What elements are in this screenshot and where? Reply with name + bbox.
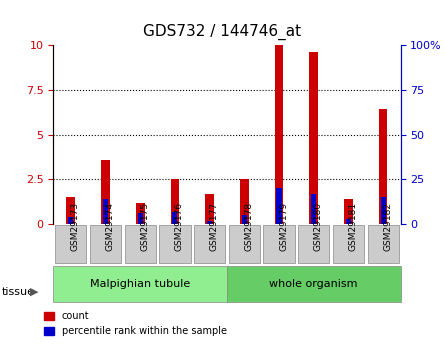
Text: GSM29177: GSM29177 <box>210 202 218 251</box>
Bar <box>66 197 75 224</box>
Bar <box>101 160 110 224</box>
FancyBboxPatch shape <box>229 225 260 263</box>
Text: GSM29173: GSM29173 <box>71 202 80 251</box>
FancyBboxPatch shape <box>159 225 190 263</box>
FancyBboxPatch shape <box>53 266 227 302</box>
Text: GSM29178: GSM29178 <box>244 202 253 251</box>
Bar <box>138 214 143 224</box>
FancyBboxPatch shape <box>90 225 121 263</box>
Text: GDS732 / 144746_at: GDS732 / 144746_at <box>143 24 302 40</box>
Text: ▶: ▶ <box>30 287 39 296</box>
Text: GSM29181: GSM29181 <box>348 202 357 251</box>
Bar <box>207 221 212 224</box>
Bar <box>311 194 316 224</box>
FancyBboxPatch shape <box>55 225 86 263</box>
Bar <box>275 45 283 224</box>
Bar <box>276 188 282 224</box>
Bar <box>240 179 249 224</box>
Text: Malpighian tubule: Malpighian tubule <box>90 279 190 289</box>
FancyBboxPatch shape <box>368 225 399 263</box>
Text: tissue: tissue <box>2 287 35 296</box>
Text: GSM29179: GSM29179 <box>279 202 288 251</box>
Text: whole organism: whole organism <box>270 279 358 289</box>
Bar <box>205 194 214 224</box>
FancyBboxPatch shape <box>125 225 156 263</box>
Bar <box>309 52 318 224</box>
Text: GSM29182: GSM29182 <box>383 202 392 251</box>
Bar <box>136 203 145 224</box>
Bar <box>346 219 351 224</box>
FancyBboxPatch shape <box>333 225 364 263</box>
FancyBboxPatch shape <box>263 225 295 263</box>
FancyBboxPatch shape <box>194 225 225 263</box>
Bar <box>379 109 388 224</box>
Text: GSM29176: GSM29176 <box>175 202 184 251</box>
Bar <box>103 199 108 224</box>
Text: GSM29174: GSM29174 <box>105 202 114 251</box>
Text: GSM29180: GSM29180 <box>314 202 323 251</box>
Bar <box>344 199 353 224</box>
FancyBboxPatch shape <box>298 225 329 263</box>
Legend: count, percentile rank within the sample: count, percentile rank within the sample <box>40 307 231 340</box>
Bar <box>68 217 73 224</box>
Bar <box>380 197 386 224</box>
FancyBboxPatch shape <box>227 266 400 302</box>
Bar <box>170 179 179 224</box>
Bar <box>242 215 247 224</box>
Text: GSM29175: GSM29175 <box>140 202 149 251</box>
Bar <box>172 212 178 224</box>
